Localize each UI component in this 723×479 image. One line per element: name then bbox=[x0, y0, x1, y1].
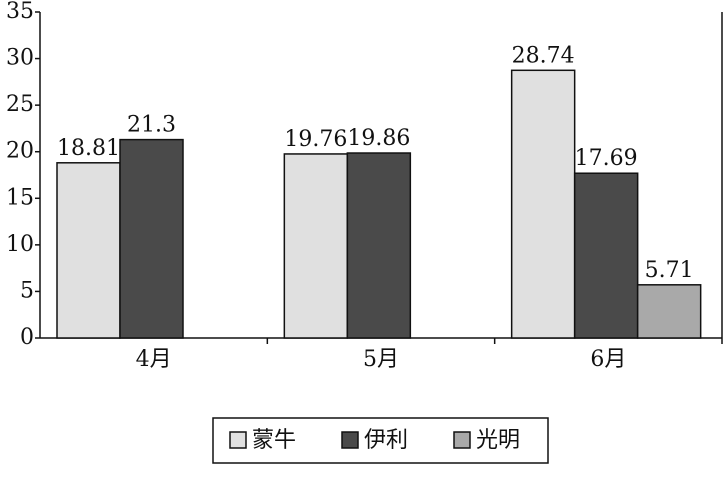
bar bbox=[56, 162, 121, 339]
bar bbox=[636, 284, 702, 339]
y-tick-label: 5 bbox=[20, 278, 34, 303]
legend-box bbox=[212, 417, 549, 464]
bar bbox=[510, 69, 576, 339]
y-tick-label: 35 bbox=[6, 0, 34, 24]
legend-swatch bbox=[453, 431, 471, 449]
y-tick-label: 0 bbox=[20, 325, 34, 350]
value-label: 18.81 bbox=[57, 136, 120, 161]
legend-swatch bbox=[229, 431, 247, 449]
value-label: 19.76 bbox=[284, 127, 347, 152]
y-tick-label: 25 bbox=[6, 92, 34, 117]
bar bbox=[573, 172, 639, 339]
value-label: 5.71 bbox=[645, 258, 694, 283]
y-tick-label: 10 bbox=[6, 232, 34, 257]
x-tick-label: 6月 bbox=[590, 347, 626, 372]
bar bbox=[346, 152, 412, 339]
bar bbox=[283, 153, 349, 339]
y-tick-label: 20 bbox=[6, 139, 34, 164]
legend-label: 伊利 bbox=[364, 428, 408, 453]
x-tick-label: 4月 bbox=[136, 347, 172, 372]
value-label: 19.86 bbox=[347, 126, 410, 151]
bar bbox=[119, 138, 184, 339]
y-tick-label: 15 bbox=[6, 185, 34, 210]
value-label: 28.74 bbox=[512, 43, 575, 68]
value-label: 21.3 bbox=[127, 113, 176, 138]
legend-label: 光明 bbox=[476, 428, 520, 453]
value-label: 17.69 bbox=[575, 146, 638, 171]
legend-label: 蒙牛 bbox=[252, 428, 296, 453]
legend-swatch bbox=[341, 431, 359, 449]
y-tick-label: 30 bbox=[6, 46, 34, 71]
x-tick-label: 5月 bbox=[363, 347, 399, 372]
